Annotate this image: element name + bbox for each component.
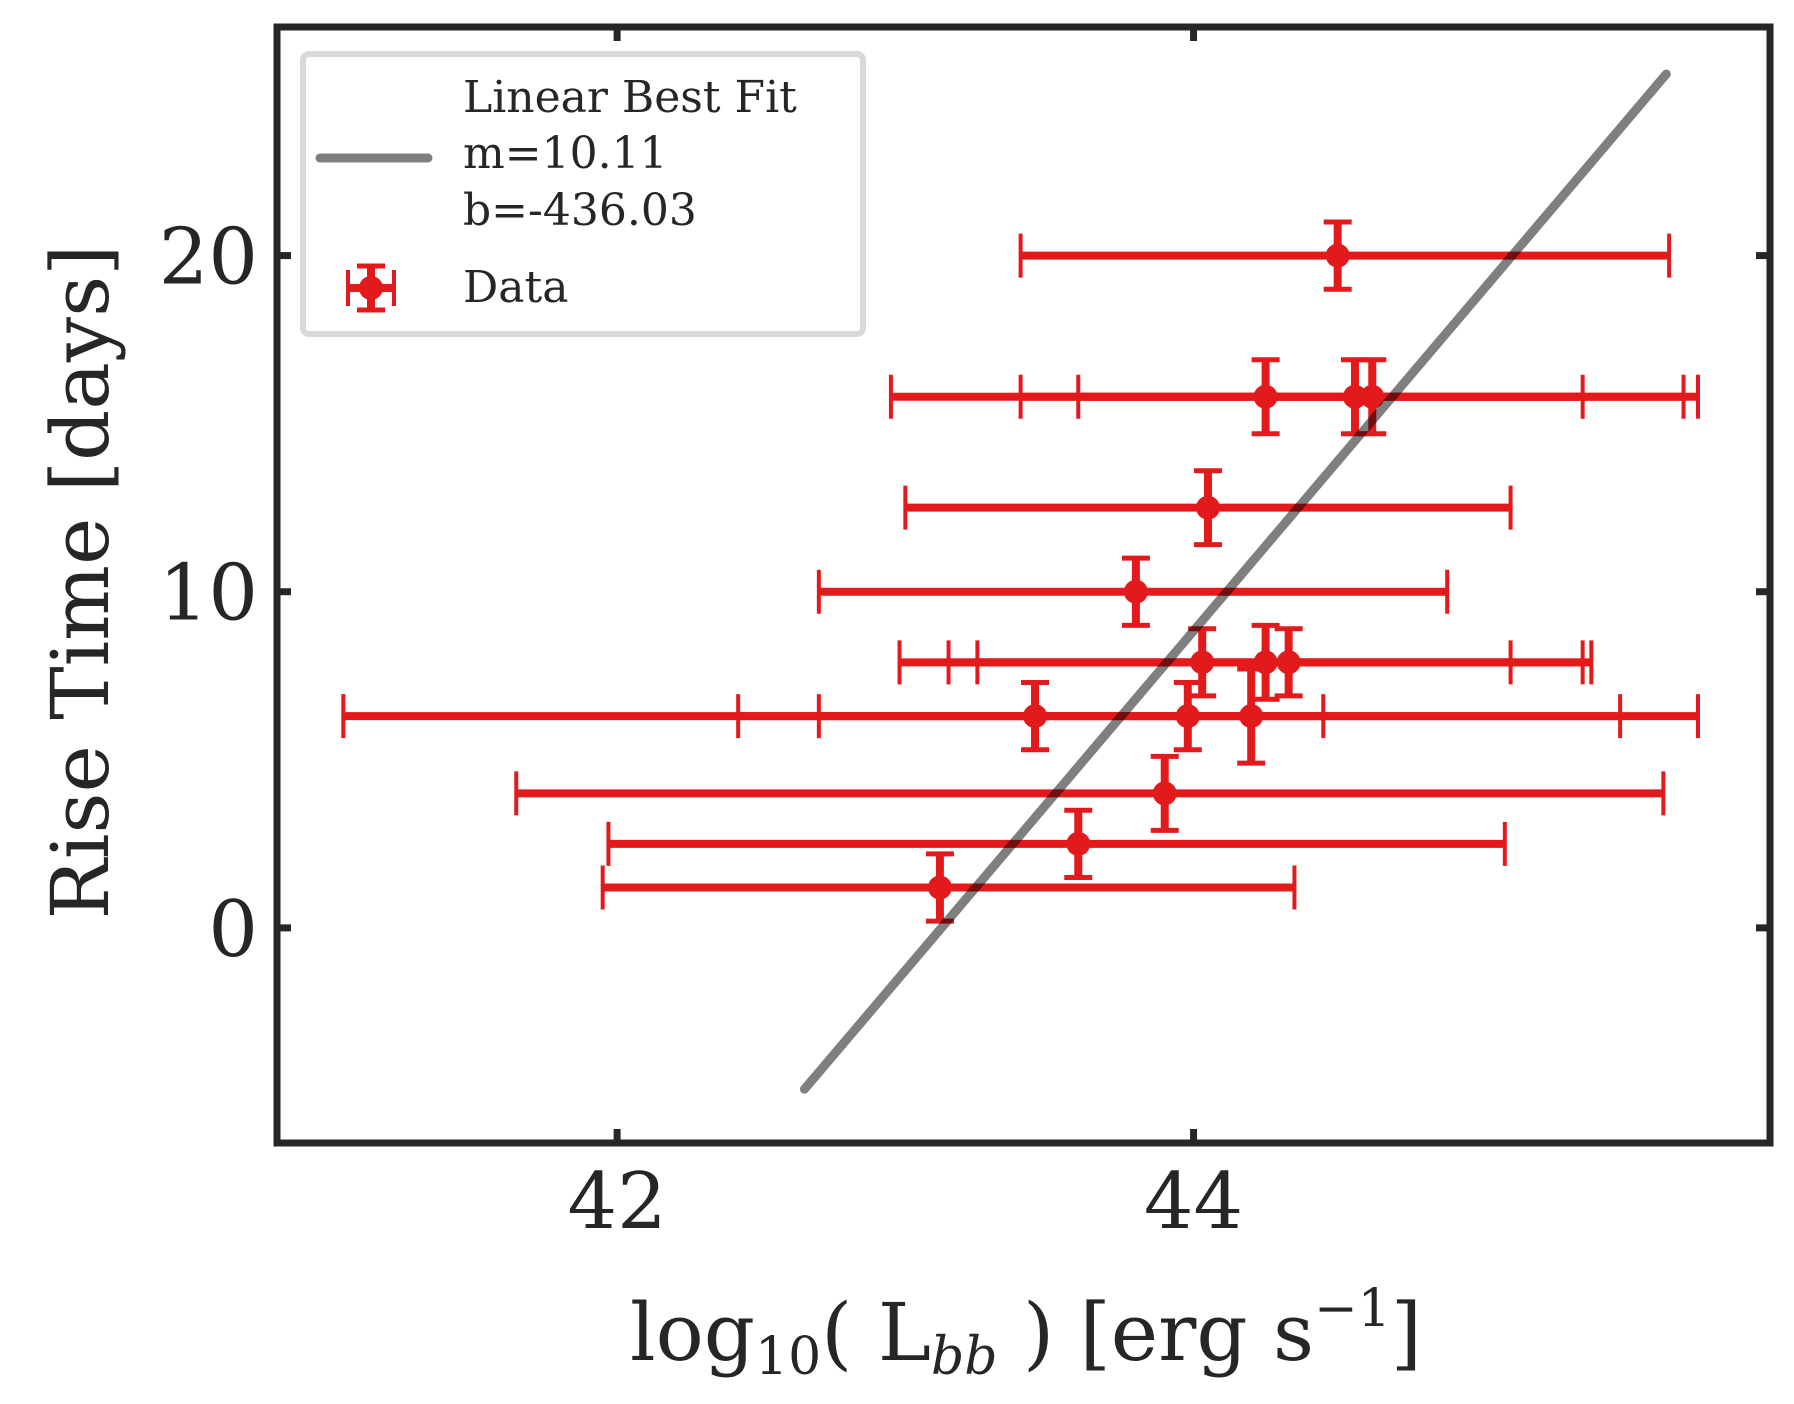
- legend-fit-intercept: b=-436.03: [463, 185, 697, 236]
- legend-fit-label: Linear Best Fit: [463, 72, 797, 123]
- data-point-group: [975, 626, 1594, 699]
- data-point: [1325, 243, 1350, 268]
- axes: 42 44 0 10 20: [159, 23, 1774, 1247]
- plot-area: [341, 69, 1700, 1094]
- data-point: [1276, 650, 1301, 675]
- x-tick-label: 42: [567, 1157, 666, 1247]
- data-point-group: [903, 468, 1513, 548]
- legend-data-swatch: [346, 263, 396, 313]
- data-point: [1195, 495, 1220, 520]
- legend: Linear Best Fit m=10.11 b=-436.03 Data: [300, 51, 866, 337]
- y-tick-label: 0: [208, 885, 258, 975]
- data-point: [1152, 781, 1177, 806]
- y-tick-label: 20: [159, 213, 258, 303]
- plot-frame: [273, 23, 1774, 1147]
- x-tick-label: 44: [1144, 1157, 1243, 1247]
- data-point: [1239, 704, 1264, 729]
- legend-data-label: Data: [463, 262, 568, 313]
- data-point-group: [816, 555, 1450, 628]
- data-point-group: [514, 753, 1666, 833]
- y-tick-label: 10: [159, 549, 258, 639]
- legend-box: [300, 51, 866, 337]
- legend-fit-slope: m=10.11: [463, 128, 668, 179]
- data-point-group: [600, 851, 1297, 924]
- data-point: [927, 875, 952, 900]
- data-point-group: [1018, 219, 1672, 292]
- fit-line: [799, 69, 1671, 1094]
- data-point: [1123, 579, 1148, 604]
- data-point-group: [606, 807, 1507, 880]
- y-axis-title: Rise Time [days]: [34, 245, 127, 920]
- data-point-group: [816, 666, 1326, 766]
- data-point: [1066, 831, 1091, 856]
- data-point: [1360, 384, 1385, 409]
- x-axis-title: log10( Lbb ) [erg s−1]: [630, 1279, 1422, 1387]
